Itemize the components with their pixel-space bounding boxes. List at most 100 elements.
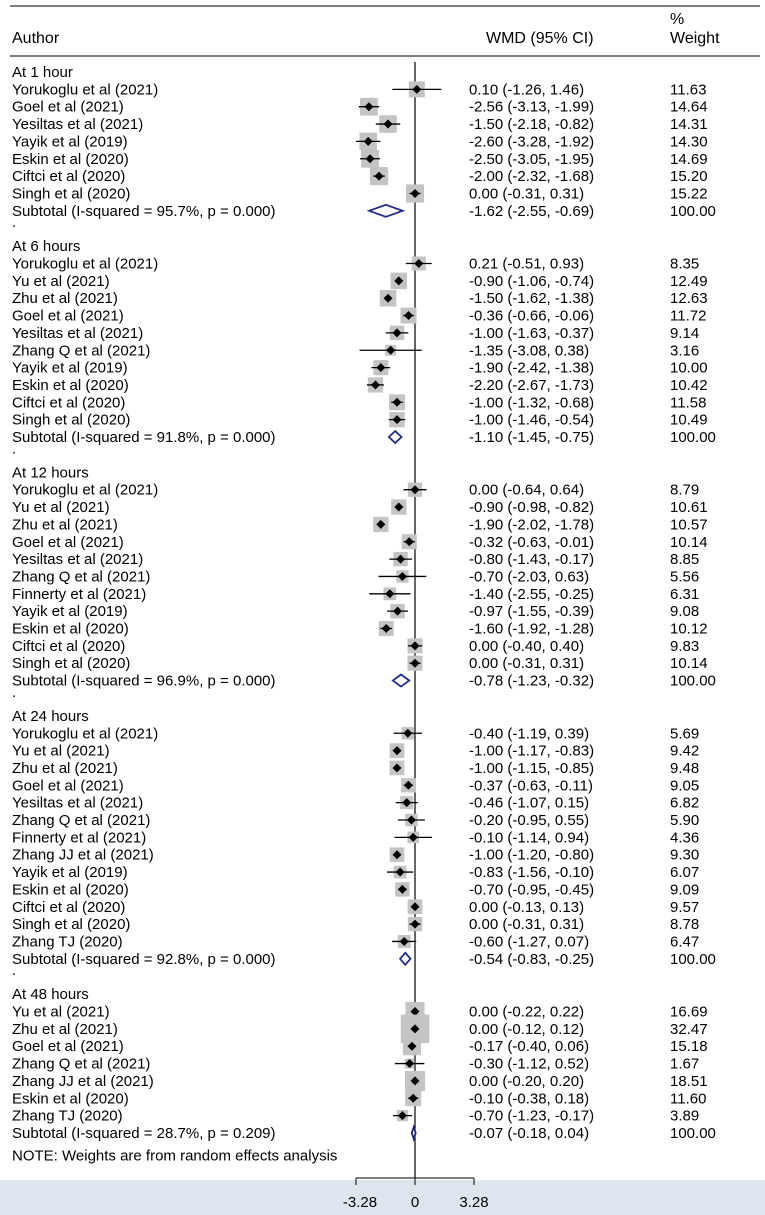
study-ci-label: -0.10 (-1.14, 0.94) bbox=[469, 829, 589, 846]
study-ci-label: -0.37 (-0.63, -0.11) bbox=[469, 777, 593, 794]
study-point bbox=[376, 519, 386, 529]
subtotal-weight-label: 100.00 bbox=[670, 429, 716, 446]
study-weight-label: 1.67 bbox=[670, 1056, 699, 1073]
subtotal-ci-label: -0.54 (-0.83, -0.25) bbox=[469, 951, 594, 968]
axis-band bbox=[0, 1180, 765, 1215]
study-point bbox=[408, 832, 418, 842]
study-point bbox=[404, 311, 414, 321]
study-ci-label: -1.00 (-1.32, -0.68) bbox=[469, 394, 594, 411]
study-point bbox=[385, 589, 395, 599]
study-name: Eskin et al (2020) bbox=[12, 377, 129, 394]
study-name: Zhang JJ et al (2021) bbox=[12, 1073, 154, 1090]
study-ci-label: -0.70 (-1.23, -0.17) bbox=[469, 1108, 594, 1125]
study-name: Zhu et al (2021) bbox=[12, 290, 118, 307]
study-ci-label: -0.17 (-0.40, 0.06) bbox=[469, 1038, 589, 1055]
study-name: Goel et al (2021) bbox=[12, 534, 124, 551]
study-ci-label: 0.00 (-0.31, 0.31) bbox=[469, 185, 584, 202]
study-ci-label: -1.00 (-1.17, -0.83) bbox=[469, 743, 594, 760]
study-name: Zhang TJ (2020) bbox=[12, 933, 123, 950]
study-ci-label: -1.00 (-1.20, -0.80) bbox=[469, 847, 594, 864]
study-point bbox=[408, 1093, 418, 1103]
study-ci-label: -1.00 (-1.63, -0.37) bbox=[469, 325, 594, 342]
study-point bbox=[392, 746, 402, 756]
study-point bbox=[396, 554, 406, 564]
study-name: Yu et al (2021) bbox=[12, 499, 110, 516]
study-weight-label: 3.16 bbox=[670, 342, 699, 359]
study-weight-label: 10.57 bbox=[670, 516, 708, 533]
study-weight-label: 10.14 bbox=[670, 534, 708, 551]
study-name: Goel et al (2021) bbox=[12, 99, 124, 116]
study-weight-label: 10.00 bbox=[670, 360, 708, 377]
study-name: Singh et al (2020) bbox=[12, 412, 130, 429]
study-ci-label: 0.00 (-0.20, 0.20) bbox=[469, 1073, 584, 1090]
subtotal-diamond bbox=[391, 673, 411, 688]
study-name: Zhu et al (2021) bbox=[12, 1021, 118, 1038]
study-name: Ciftci et al (2020) bbox=[12, 899, 125, 916]
study-point bbox=[374, 171, 384, 181]
study-point bbox=[402, 798, 412, 808]
study-ci-label: 0.00 (-0.31, 0.31) bbox=[469, 655, 584, 672]
group-label: At 48 hours bbox=[12, 986, 89, 1003]
study-weight-label: 12.49 bbox=[670, 273, 708, 290]
study-name: Yayik et al (2019) bbox=[12, 864, 128, 881]
study-weight-label: 9.48 bbox=[670, 760, 699, 777]
weights-note: NOTE: Weights are from random effects an… bbox=[12, 1147, 337, 1164]
study-point bbox=[406, 815, 416, 825]
subtotal-weight-label: 100.00 bbox=[670, 951, 716, 968]
study-name: Eskin et al (2020) bbox=[12, 151, 129, 168]
study-ci-label: 0.00 (-0.13, 0.13) bbox=[469, 899, 584, 916]
study-point bbox=[410, 485, 420, 495]
study-point bbox=[403, 780, 413, 790]
study-ci-label: 0.10 (-1.26, 1.46) bbox=[469, 81, 584, 98]
study-ci-label: -0.32 (-0.63, -0.01) bbox=[469, 534, 594, 551]
study-point bbox=[394, 276, 404, 286]
study-weight-label: 4.36 bbox=[670, 829, 699, 846]
study-weight-label: 9.09 bbox=[670, 881, 699, 898]
study-ci-label: -1.60 (-1.92, -1.28) bbox=[469, 621, 594, 638]
study-ci-label: -0.20 (-0.95, 0.55) bbox=[469, 812, 589, 829]
study-name: Ciftci et al (2020) bbox=[12, 168, 125, 185]
study-point bbox=[407, 1041, 417, 1051]
study-ci-label: -0.36 (-0.66, -0.06) bbox=[469, 308, 594, 325]
study-ci-label: 0.00 (-0.22, 0.22) bbox=[469, 1004, 584, 1021]
study-name: Singh et al (2020) bbox=[12, 655, 130, 672]
study-weight-label: 32.47 bbox=[670, 1021, 708, 1038]
study-ci-label: -0.46 (-1.07, 0.15) bbox=[469, 795, 589, 812]
study-name: Zhu et al (2021) bbox=[12, 760, 118, 777]
header-effect: WMD (95% CI) bbox=[486, 30, 594, 47]
study-ci-label: -0.60 (-1.27, 0.07) bbox=[469, 933, 589, 950]
study-weight-label: 10.49 bbox=[670, 412, 708, 429]
study-name: Goel et al (2021) bbox=[12, 777, 124, 794]
study-ci-label: 0.00 (-0.12, 0.12) bbox=[469, 1021, 584, 1038]
study-name: Yesiltas et al (2021) bbox=[12, 795, 143, 812]
study-weight-label: 15.18 bbox=[670, 1038, 708, 1055]
study-ci-label: -0.83 (-1.56, -0.10) bbox=[469, 864, 594, 881]
study-name: Yu et al (2021) bbox=[12, 743, 110, 760]
study-weight-label: 5.90 bbox=[670, 812, 699, 829]
study-weight-label: 6.82 bbox=[670, 795, 699, 812]
study-point bbox=[414, 259, 424, 268]
study-ci-label: -0.90 (-0.98, -0.82) bbox=[469, 499, 594, 516]
x-tick-label-max: 3.28 bbox=[459, 1194, 488, 1211]
study-point bbox=[370, 380, 380, 390]
study-point bbox=[410, 919, 420, 929]
study-ci-label: -0.70 (-0.95, -0.45) bbox=[469, 881, 594, 898]
subtotal-weight-label: 100.00 bbox=[670, 1125, 716, 1142]
subtotal-ci-label: -0.07 (-0.18, 0.04) bbox=[469, 1125, 589, 1142]
subtotal-weight-label: 100.00 bbox=[670, 203, 716, 220]
study-weight-label: 10.14 bbox=[670, 655, 708, 672]
study-name: Yorukoglu et al (2021) bbox=[12, 725, 158, 742]
study-weight-label: 9.08 bbox=[670, 603, 699, 620]
study-point bbox=[376, 363, 386, 373]
study-point bbox=[364, 102, 374, 112]
study-point bbox=[394, 502, 404, 512]
subtotal-label: Subtotal (I-squared = 95.7%, p = 0.000) bbox=[12, 203, 276, 220]
study-name: Eskin et al (2020) bbox=[12, 621, 129, 638]
subtotal-label: Subtotal (I-squared = 96.9%, p = 0.000) bbox=[12, 673, 276, 690]
study-weight-label: 5.69 bbox=[670, 725, 699, 742]
study-ci-label: -2.60 (-3.28, -1.92) bbox=[469, 133, 594, 150]
study-ci-label: -2.20 (-2.67, -1.73) bbox=[469, 377, 594, 394]
study-weight-label: 9.57 bbox=[670, 899, 699, 916]
